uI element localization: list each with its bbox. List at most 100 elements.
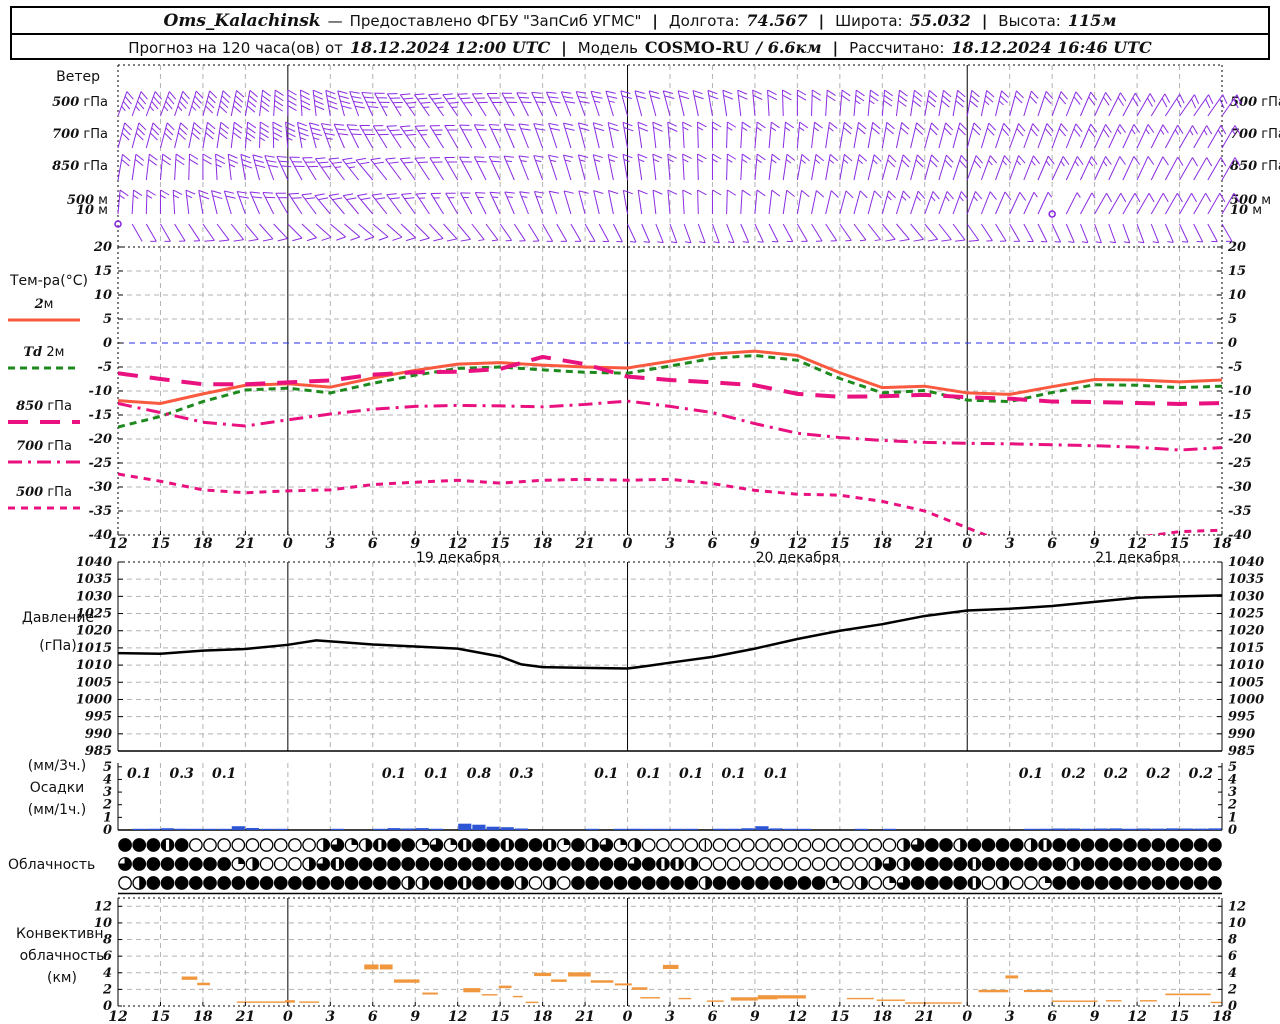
convective-cloud-bar xyxy=(757,995,778,1000)
hour-label-bottom: 15 xyxy=(490,1009,509,1024)
precip-bar xyxy=(585,828,599,830)
convective-cloud-bar xyxy=(379,964,393,970)
convective-cloud-bar xyxy=(1023,989,1053,993)
cloud-cover-icon xyxy=(670,876,684,890)
cloud-cover-icon xyxy=(528,876,543,890)
model-label: Модель xyxy=(577,38,638,57)
longitude-label: Долгота: xyxy=(668,11,740,30)
header-row-2: Прогноз на 120 часа(ов) от 18.12.2024 12… xyxy=(12,35,1268,60)
temp-axis-label-right: -30 xyxy=(1228,480,1252,495)
cloud-cover-icon xyxy=(585,857,600,871)
precip-bar xyxy=(755,826,769,830)
cloud-cover-icon xyxy=(288,876,302,890)
cloud-cover-icon xyxy=(344,876,359,890)
cloud-cover-icon xyxy=(1066,876,1081,890)
cloud-cover-icon xyxy=(627,838,642,852)
pressure-axis-label-left: 1005 xyxy=(76,675,112,690)
cloud-cover-icon xyxy=(769,876,784,890)
convective-cloud-bar xyxy=(640,997,661,999)
cloud-cover-icon xyxy=(698,838,713,852)
cloud-cover-icon xyxy=(740,876,755,890)
cloud-cover-icon xyxy=(118,838,132,852)
temp-title: Тем-ра(°C) xyxy=(9,273,88,289)
cloud-cover-icon xyxy=(514,876,529,890)
cloud-cover-icon xyxy=(726,838,741,852)
hour-label: 21 xyxy=(235,536,255,552)
cloud-cover-icon xyxy=(372,857,387,871)
precip-bar xyxy=(727,828,741,830)
cloud-cover-icon xyxy=(1094,838,1109,852)
cloud-cover-icon xyxy=(472,857,486,871)
temp-axis-label-left: -5 xyxy=(98,360,112,375)
precip-bar xyxy=(1080,828,1095,830)
precip-3h-value: 0.3 xyxy=(170,766,195,782)
pressure-axis-label-left: 1040 xyxy=(76,555,112,570)
cloud-cover-icon xyxy=(684,857,699,871)
cloud-cover-icon xyxy=(486,857,500,871)
header-row-1: Oms_Kalachinsk — Предоставлено ФГБУ "Зап… xyxy=(12,8,1268,35)
cloud-cover-icon xyxy=(571,838,585,852)
provider-label: Предоставлено ФГБУ "ЗапСиб УГМС" xyxy=(349,11,642,30)
precipitation-panel: 0 01 12 23 34 45 5(мм/3ч.)Осадки(мм/1ч.)0.1 0.3… xyxy=(28,758,1237,838)
precip-bar xyxy=(373,828,387,830)
temp-legend-label-t700: 700 гПа xyxy=(16,439,72,454)
wind-row-700гПа xyxy=(117,121,1241,149)
precip-bar xyxy=(429,828,444,830)
conv-axis-label-right: 6 xyxy=(1228,949,1237,964)
cloud-cover-icon xyxy=(288,857,302,871)
cloud-cover-icon xyxy=(1151,838,1166,852)
cloud-cover-icon xyxy=(1123,838,1137,852)
separator: | xyxy=(652,11,658,30)
hour-label-bottom: 3 xyxy=(665,1009,675,1024)
calc-label: Рассчитано: xyxy=(849,38,945,57)
precip-3h-value: 0.1 xyxy=(679,766,703,782)
cloud-cover-icon xyxy=(302,857,316,871)
hour-label-bottom: 18 xyxy=(533,1009,553,1024)
precip-3h-value: 0.1 xyxy=(594,766,618,782)
precip-3h-value: 0.1 xyxy=(764,766,788,782)
cloud-cover-icon xyxy=(967,857,982,871)
cloud-cover-icon xyxy=(358,876,373,890)
cloud-cover-icon xyxy=(1208,857,1222,871)
cloud-cover-icon xyxy=(472,876,486,890)
temp-axis-label-left: -15 xyxy=(89,408,113,423)
hour-label-bottom: 15 xyxy=(830,1009,849,1024)
hour-label: 18 xyxy=(533,536,553,552)
header-dash: — xyxy=(327,11,343,30)
precip-bar xyxy=(1024,828,1038,830)
cloud-cover-icon xyxy=(160,876,175,890)
conv-axis-label-right: 0 xyxy=(1228,999,1237,1014)
cloud-cover-icon xyxy=(769,838,784,852)
latitude-value: 55.032 xyxy=(909,11,971,30)
cloud-cover-icon xyxy=(1009,838,1024,852)
precip-axis-label-right: 5 xyxy=(1228,760,1237,775)
cloud-cover-icon xyxy=(1080,838,1095,852)
cloud-cover-icon xyxy=(740,838,755,852)
temp-axis-label-right: -10 xyxy=(1228,384,1252,399)
temp-series-td2m xyxy=(118,353,1222,429)
cloud-cover-icon xyxy=(486,876,500,890)
precip-axis-label-left: 5 xyxy=(103,760,112,775)
hour-label: 0 xyxy=(283,536,293,552)
separator: | xyxy=(981,11,988,30)
convective-cloud-bar xyxy=(706,1000,724,1002)
precip-axis-label-right: 0 xyxy=(1228,823,1237,838)
precip-3h-value: 0.2 xyxy=(1104,766,1129,782)
conv-axis-label-right: 2 xyxy=(1227,982,1237,997)
temp-axis-label-right: -35 xyxy=(1228,504,1252,519)
wind-level-label-left: 10 м xyxy=(76,203,108,218)
cloud-cover-icon xyxy=(755,857,769,871)
cloud-cover-icon xyxy=(486,838,500,852)
cloud-cover-icon xyxy=(953,838,968,852)
cloud-cover-icon xyxy=(1208,838,1222,852)
cloud-cover-icon xyxy=(330,857,345,871)
precip-bar xyxy=(1109,828,1123,830)
cloud-cover-icon xyxy=(1009,876,1024,890)
hour-label: 18 xyxy=(193,536,213,552)
pressure-axis-label-right: 1030 xyxy=(1228,589,1264,604)
pressure-axis-label-left: 1025 xyxy=(76,607,112,622)
conv-axis-label-left: 4 xyxy=(103,966,112,981)
hour-label-bottom: 0 xyxy=(962,1009,972,1024)
cloud-cover-icon xyxy=(613,876,628,890)
x-axis-labels-mid: 12 15 18 21 0 3 6 9 12 15 18 21 0 3 6 9 12 15 18 21 0 3 6 9 12 15… xyxy=(108,536,1232,566)
